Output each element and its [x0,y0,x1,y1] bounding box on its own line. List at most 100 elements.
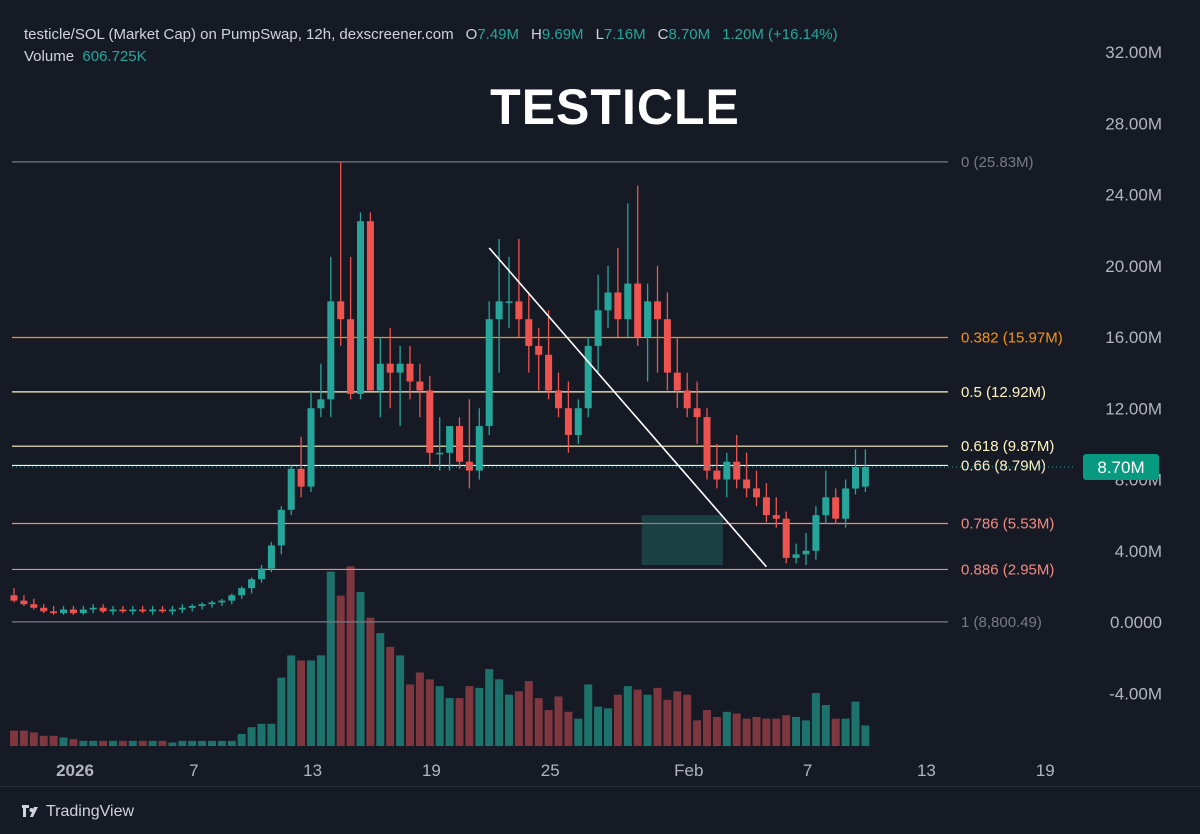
volume-bar [465,686,474,746]
candle-body [376,363,384,391]
y-axis-tick-label: 32.00M [1105,43,1162,62]
tradingview-brand[interactable]: TradingView [22,800,134,824]
candle-body [228,595,236,601]
candle-body [535,345,543,355]
volume-bar [851,701,860,746]
x-axis-tick-label: 19 [422,761,441,780]
candle-body [366,221,374,391]
fib-level-label: 0 (25.83M) [961,154,1034,171]
volume-bar [118,740,127,746]
trend-line [488,247,768,568]
volume-label: Volume [24,48,75,65]
candle-body [60,609,67,614]
volume-bar [673,691,682,746]
tradingview-logo-icon [22,805,38,817]
volume-bar [742,718,751,746]
volume-bar [138,740,147,746]
volume-bar [772,718,781,746]
candle-body [812,515,820,551]
volume-bar [277,677,286,746]
x-axis-tick-label: 2026 [56,761,94,780]
candle-body [456,426,463,462]
volume-bar [703,710,711,746]
candle-body [426,390,434,453]
x-axis-tick-label: Feb [674,761,703,780]
volume-bar [257,723,266,746]
candle-body [842,488,850,519]
candle-body [723,461,731,480]
candle-body [772,515,780,519]
volume-bar [445,698,454,746]
volume-bar [821,704,830,746]
candle-body [743,479,751,489]
volume-bar [732,713,741,746]
volume-bar [237,734,246,746]
candle-body [584,345,592,409]
candle-body [782,518,790,558]
candle-body [218,600,226,603]
volume-bar [19,730,28,746]
volume-bar [861,725,870,746]
change-value: 1.20M (+16.14%) [722,26,838,43]
volume-bar [366,617,375,746]
candle-body [327,301,335,400]
candle-body [149,609,157,612]
fib-level-label: 0.786 (5.53M) [961,515,1054,532]
candle-body [436,452,444,455]
fib-level-label: 1 (8,800.49) [961,614,1042,631]
candle-body [198,604,206,606]
candle-body [40,607,48,612]
candle-body [20,600,28,605]
volume-bar [346,566,355,746]
volume-bar [782,715,791,746]
candle-body [634,283,642,337]
brand-label: TradingView [46,803,135,820]
volume-bar [633,689,642,746]
high-label: H [531,26,542,43]
candle-body [495,301,503,320]
chart-header: testicle/SOL (Market Cap) on PumpSwap, 1… [24,24,850,68]
last-price-tag [1083,454,1159,481]
candle-body [238,588,246,596]
fib-level-label: 0.886 (2.95M) [961,561,1054,578]
volume-bar [376,633,385,746]
volume-legend: Volume 606.725K [24,46,850,68]
candle-body [416,381,424,391]
y-axis-tick-label: 20.00M [1105,257,1162,276]
candle-body [50,611,58,614]
candle-body [277,509,285,546]
volume-bar [336,595,345,746]
y-axis-tick-label: 4.00M [1115,542,1162,561]
footer-divider [0,786,1200,787]
volume-bar [217,740,226,746]
volume-bar [455,698,464,746]
candle-body [614,292,622,320]
volume-bar [326,571,335,746]
candle-body [386,363,394,373]
volume-bar [227,740,236,746]
x-axis-tick-label: 7 [803,761,812,780]
volume-bar [435,686,444,746]
volume-bar [316,655,325,746]
candle-body [109,609,117,612]
volume-bar [69,739,78,746]
low-label: L [595,26,604,43]
y-axis-tick-label: 0.0000 [1110,613,1162,632]
volume-bar [584,684,593,746]
volume-bar [653,687,662,746]
candle-body [673,372,681,391]
volume-bar [39,735,48,746]
volume-bar [148,740,157,746]
candle-body [654,301,661,320]
volume-bar [267,723,276,746]
ohlc-legend: testicle/SOL (Market Cap) on PumpSwap, 1… [24,24,850,46]
candle-body [168,609,176,612]
candle-body [713,470,721,480]
volume-bar [198,740,207,746]
volume-bar [574,718,583,746]
fib-level-label: 0.66 (8.79M) [961,457,1046,474]
volume-bar [247,727,256,746]
volume-bar [722,711,731,746]
volume-bar [356,592,365,746]
